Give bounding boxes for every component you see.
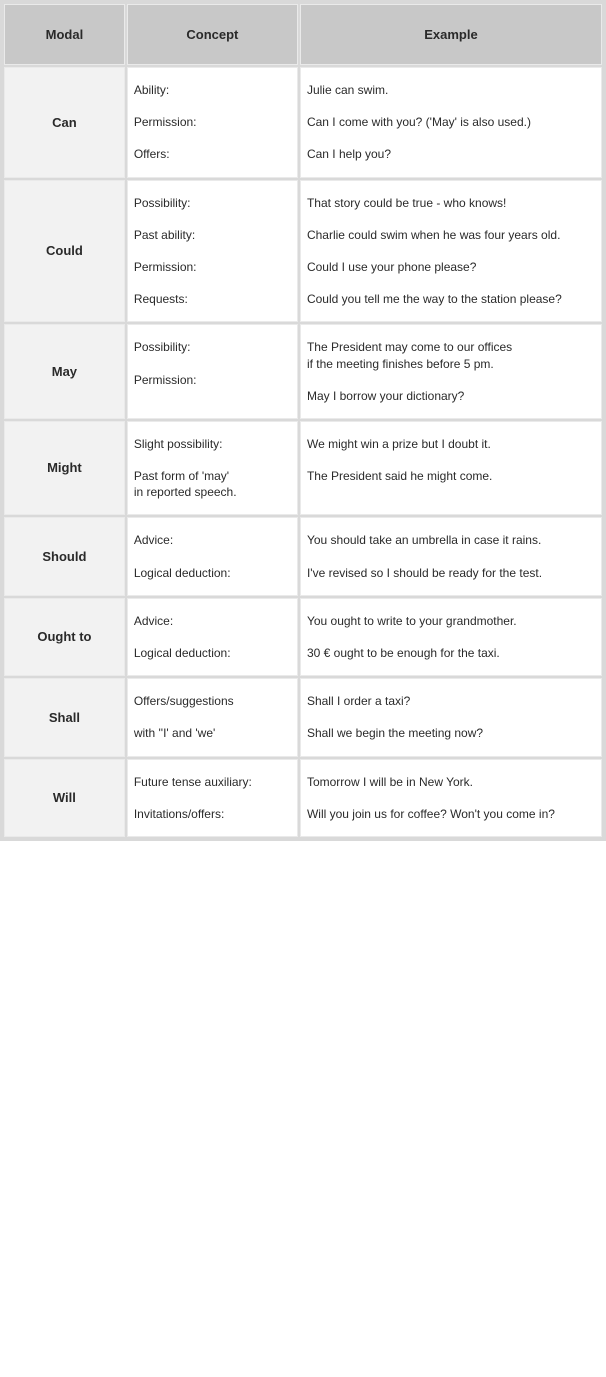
concept-item: Logical deduction: (134, 645, 291, 661)
example-item: The President said he might come. (307, 468, 595, 484)
table-row: May Possibility: Permission: The President … (4, 324, 602, 419)
example-item: I've revised so I should be ready for th… (307, 565, 595, 581)
modal-cell: Might (4, 421, 125, 516)
concept-item: Ability: (134, 82, 291, 98)
modal-cell: Shall (4, 678, 125, 756)
example-cell: We might win a prize but I doubt it. The … (300, 421, 602, 516)
example-item: We might win a prize but I doubt it. (307, 436, 595, 452)
concept-item: Offers: (134, 146, 291, 162)
example-item: You should take an umbrella in case it r… (307, 532, 595, 548)
table-row: Will Future tense auxiliary: Invitations/o… (4, 759, 602, 837)
header-example: Example (300, 4, 602, 65)
concept-item: Permission: (134, 259, 291, 275)
concept-cell: Advice: Logical deduction: (127, 517, 298, 595)
concept-item: Offers/suggestions (134, 693, 291, 709)
concept-cell: Slight possibility: Past form of 'may'in … (127, 421, 298, 516)
concept-item: Past form of 'may'in reported speech. (134, 468, 291, 500)
modal-verbs-table: Modal Concept Example Can Ability: Permiss… (0, 0, 606, 841)
modal-cell: Could (4, 180, 125, 323)
modal-cell: Can (4, 67, 125, 178)
example-cell: Tomorrow I will be in New York. Will you … (300, 759, 602, 837)
concept-cell: Possibility: Permission: (127, 324, 298, 419)
concept-item: Advice: (134, 613, 291, 629)
example-item: Shall we begin the meeting now? (307, 725, 595, 741)
example-cell: The President may come to our officesif … (300, 324, 602, 419)
concept-item: Possibility: (134, 195, 291, 211)
modal-cell: Will (4, 759, 125, 837)
table-row: Might Slight possibility: Past form of 'ma… (4, 421, 602, 516)
concept-item: Advice: (134, 532, 291, 548)
header-concept: Concept (127, 4, 298, 65)
table-row: Ought to Advice: Logical deduction: You oug… (4, 598, 602, 676)
modal-cell: Should (4, 517, 125, 595)
example-cell: That story could be true - who knows! Cha… (300, 180, 602, 323)
table-row: Can Ability: Permission: Offers: Julie can s… (4, 67, 602, 178)
example-item: Could you tell me the way to the station… (307, 291, 595, 307)
example-item: Can I help you? (307, 146, 595, 162)
example-item: Can I come with you? ('May' is also used… (307, 114, 595, 130)
example-cell: You ought to write to your grandmother. 3… (300, 598, 602, 676)
example-item: Shall I order a taxi? (307, 693, 595, 709)
concept-item: Future tense auxiliary: (134, 774, 291, 790)
concept-item: Permission: (134, 114, 291, 130)
table-row: Shall Offers/suggestions with ''I' and 'we… (4, 678, 602, 756)
table-body: Can Ability: Permission: Offers: Julie can s… (4, 67, 602, 837)
concept-cell: Offers/suggestions with ''I' and 'we' (127, 678, 298, 756)
example-item: Could I use your phone please? (307, 259, 595, 275)
concept-item: Permission: (134, 372, 291, 388)
modal-cell: Ought to (4, 598, 125, 676)
concept-item: Logical deduction: (134, 565, 291, 581)
concept-cell: Ability: Permission: Offers: (127, 67, 298, 178)
concept-cell: Possibility: Past ability: Permission: Requ… (127, 180, 298, 323)
table-row: Should Advice: Logical deduction: You shoul… (4, 517, 602, 595)
concept-item: Slight possibility: (134, 436, 291, 452)
concept-item: Invitations/offers: (134, 806, 291, 822)
concept-cell: Advice: Logical deduction: (127, 598, 298, 676)
modal-cell: May (4, 324, 125, 419)
concept-item: Past ability: (134, 227, 291, 243)
concept-item: Possibility: (134, 339, 291, 355)
table-header: Modal Concept Example (4, 4, 602, 65)
concept-item: Requests: (134, 291, 291, 307)
example-item: You ought to write to your grandmother. (307, 613, 595, 629)
example-cell: Julie can swim. Can I come with you? ('Ma… (300, 67, 602, 178)
example-item: Julie can swim. (307, 82, 595, 98)
concept-item: with ''I' and 'we' (134, 725, 291, 741)
header-modal: Modal (4, 4, 125, 65)
example-item: Will you join us for coffee? Won't you c… (307, 806, 595, 822)
table-row: Could Possibility: Past ability: Permission… (4, 180, 602, 323)
example-item: May I borrow your dictionary? (307, 388, 595, 404)
concept-cell: Future tense auxiliary: Invitations/offer… (127, 759, 298, 837)
example-item: That story could be true - who knows! (307, 195, 595, 211)
example-cell: Shall I order a taxi? Shall we begin the … (300, 678, 602, 756)
example-item: The President may come to our officesif … (307, 339, 595, 371)
example-item: Tomorrow I will be in New York. (307, 774, 595, 790)
example-item: Charlie could swim when he was four year… (307, 227, 595, 243)
example-cell: You should take an umbrella in case it r… (300, 517, 602, 595)
example-item: 30 € ought to be enough for the taxi. (307, 645, 595, 661)
